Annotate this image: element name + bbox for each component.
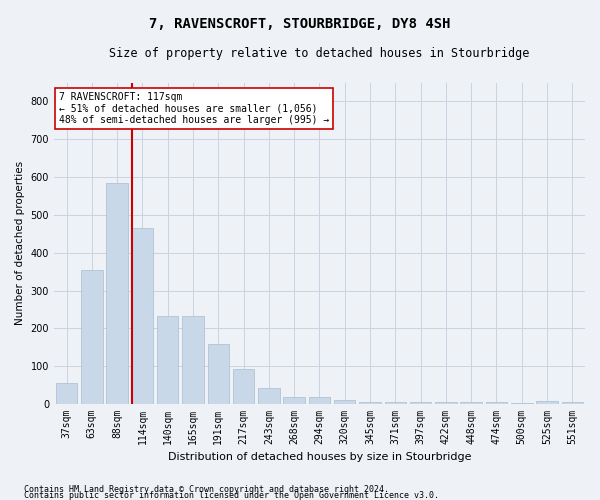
Bar	[233, 370, 254, 404]
Bar	[385, 402, 406, 404]
Bar	[157, 316, 178, 404]
Bar	[359, 402, 381, 404]
Text: Contains public sector information licensed under the Open Government Licence v3: Contains public sector information licen…	[24, 491, 439, 500]
Bar	[334, 400, 355, 404]
Bar	[208, 344, 229, 404]
Bar	[182, 316, 204, 404]
Text: Contains HM Land Registry data © Crown copyright and database right 2024.: Contains HM Land Registry data © Crown c…	[24, 484, 389, 494]
Title: Size of property relative to detached houses in Stourbridge: Size of property relative to detached ho…	[109, 48, 530, 60]
Y-axis label: Number of detached properties: Number of detached properties	[15, 161, 25, 326]
X-axis label: Distribution of detached houses by size in Stourbridge: Distribution of detached houses by size …	[168, 452, 471, 462]
Text: 7, RAVENSCROFT, STOURBRIDGE, DY8 4SH: 7, RAVENSCROFT, STOURBRIDGE, DY8 4SH	[149, 18, 451, 32]
Bar	[410, 402, 431, 404]
Bar	[106, 182, 128, 404]
Bar	[258, 388, 280, 404]
Bar	[536, 401, 558, 404]
Bar	[435, 402, 457, 404]
Bar	[131, 228, 153, 404]
Bar	[460, 402, 482, 404]
Bar	[81, 270, 103, 404]
Bar	[486, 402, 507, 404]
Bar	[56, 383, 77, 404]
Bar	[562, 402, 583, 404]
Bar	[309, 397, 330, 404]
Text: 7 RAVENSCROFT: 117sqm
← 51% of detached houses are smaller (1,056)
48% of semi-d: 7 RAVENSCROFT: 117sqm ← 51% of detached …	[59, 92, 329, 126]
Bar	[283, 397, 305, 404]
